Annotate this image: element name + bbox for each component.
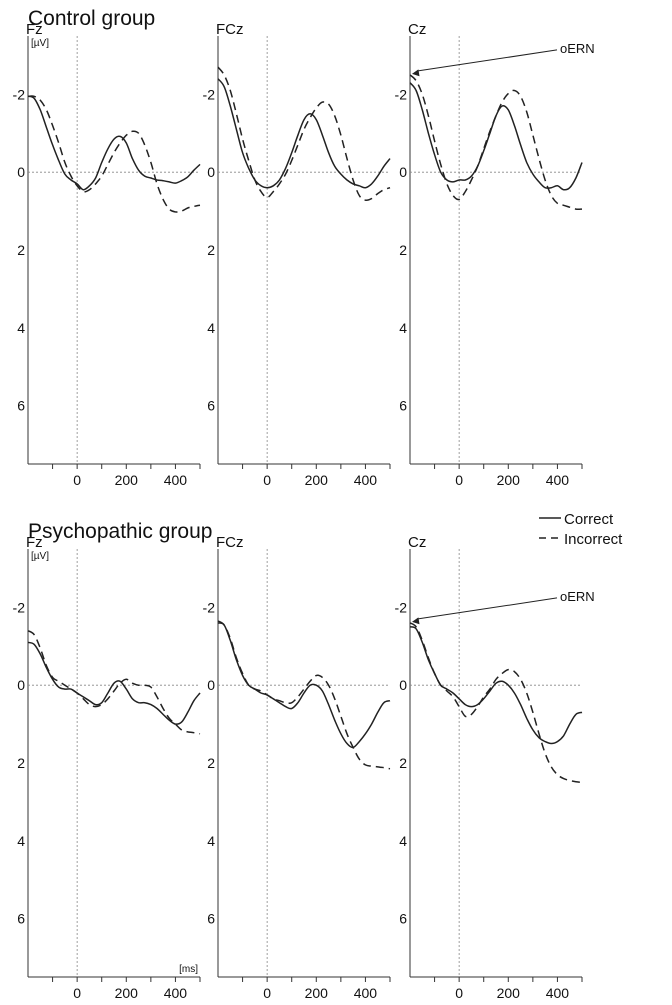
oern-arrow-line	[417, 597, 558, 620]
x-tick-label: 400	[546, 985, 570, 1001]
y-tick-label: -2	[203, 599, 216, 615]
x-tick-label: 200	[115, 985, 139, 1001]
y-tick-label: -2	[13, 86, 26, 102]
incorrect-waveform	[217, 620, 391, 770]
y-tick-label: 4	[17, 320, 25, 336]
erp-panel-fcz-psychopathic: -2 0 2 4 6 0 200 400 FCz	[203, 534, 391, 1001]
x-tick-label: 400	[164, 985, 188, 1001]
x-tick-label: 0	[73, 985, 81, 1001]
panel-title: Cz	[408, 21, 426, 38]
erp-panel-fz-psychopathic: -2 0 2 4 6 0 200 400 Fz[µV] [ms]	[13, 534, 201, 1001]
y-unit-label: [µV]	[31, 551, 49, 562]
y-tick-label: 4	[207, 320, 215, 336]
control-group-title: Control group	[28, 7, 155, 30]
correct-waveform	[27, 95, 201, 191]
y-tick-label: -2	[203, 86, 216, 102]
x-tick-label: 400	[354, 985, 378, 1001]
y-tick-label: 0	[17, 677, 25, 693]
y-tick-label: 0	[207, 677, 215, 693]
y-tick-label: 4	[399, 833, 407, 849]
incorrect-waveform	[409, 74, 583, 211]
legend: Correct Incorrect	[539, 511, 623, 548]
x-tick-label: 0	[263, 472, 271, 488]
x-tick-label: 200	[497, 472, 521, 488]
y-tick-label: 0	[399, 677, 407, 693]
incorrect-waveform	[409, 622, 583, 784]
correct-waveform	[27, 641, 201, 725]
y-tick-label: 6	[207, 911, 215, 927]
x-tick-label: 400	[164, 472, 188, 488]
oern-label: oERN	[560, 41, 595, 56]
y-tick-label: 0	[207, 164, 215, 180]
x-tick-label: 0	[455, 985, 463, 1001]
y-tick-label: 0	[17, 164, 25, 180]
y-unit-label: [µV]	[31, 38, 49, 49]
x-tick-label: 200	[115, 472, 139, 488]
oern-arrow-head	[412, 69, 420, 77]
x-tick-label: 400	[354, 472, 378, 488]
y-tick-label: 2	[207, 242, 215, 258]
x-tick-label: 200	[305, 985, 329, 1001]
panel-title: Cz	[408, 534, 426, 551]
x-tick-label: 200	[305, 472, 329, 488]
legend-incorrect-label: Incorrect	[564, 531, 623, 548]
y-tick-label: -2	[395, 599, 408, 615]
y-tick-label: 4	[207, 833, 215, 849]
x-tick-label: 200	[497, 985, 521, 1001]
correct-waveform	[217, 78, 391, 189]
y-tick-label: 4	[399, 320, 407, 336]
y-tick-label: 2	[17, 755, 25, 771]
y-tick-label: 6	[207, 398, 215, 414]
oern-arrow-head	[412, 617, 420, 625]
y-tick-label: 2	[399, 242, 407, 258]
y-tick-label: 6	[17, 398, 25, 414]
psychopathic-group-title: Psychopathic group	[28, 520, 212, 543]
x-unit-label: [ms]	[179, 964, 198, 975]
x-tick-label: 400	[546, 472, 570, 488]
legend-correct-label: Correct	[564, 511, 614, 528]
y-tick-label: -2	[395, 86, 408, 102]
erp-panel-fz-control: -2 0 2 4 6 0 200 400 Fz[µV]	[13, 21, 201, 488]
x-tick-label: 0	[263, 985, 271, 1001]
erp-panel-cz-psychopathic: -2 0 2 4 6 0 200 400 Cz oERN	[395, 534, 595, 1001]
erp-panel-cz-control: -2 0 2 4 6 0 200 400 Cz oERN	[395, 21, 595, 488]
erp-panel-fcz-control: -2 0 2 4 6 0 200 400 FCz	[203, 21, 391, 488]
x-tick-label: 0	[455, 472, 463, 488]
y-tick-label: 2	[17, 242, 25, 258]
panel-title: Fz	[26, 21, 43, 38]
y-tick-label: 4	[17, 833, 25, 849]
panel-title: FCz	[216, 21, 244, 38]
panel-title: FCz	[216, 534, 244, 551]
x-tick-label: 0	[73, 472, 81, 488]
correct-waveform	[409, 82, 583, 191]
y-tick-label: 6	[399, 911, 407, 927]
panel-title: Fz	[26, 534, 43, 551]
incorrect-waveform	[217, 66, 391, 202]
y-tick-label: 2	[207, 755, 215, 771]
y-tick-label: 6	[399, 398, 407, 414]
y-tick-label: 2	[399, 755, 407, 771]
incorrect-waveform	[27, 95, 201, 213]
y-tick-label: 0	[399, 164, 407, 180]
y-tick-label: 6	[17, 911, 25, 927]
oern-arrow-line	[417, 49, 558, 72]
y-tick-label: -2	[13, 599, 26, 615]
incorrect-waveform	[27, 630, 201, 735]
oern-label: oERN	[560, 589, 595, 604]
